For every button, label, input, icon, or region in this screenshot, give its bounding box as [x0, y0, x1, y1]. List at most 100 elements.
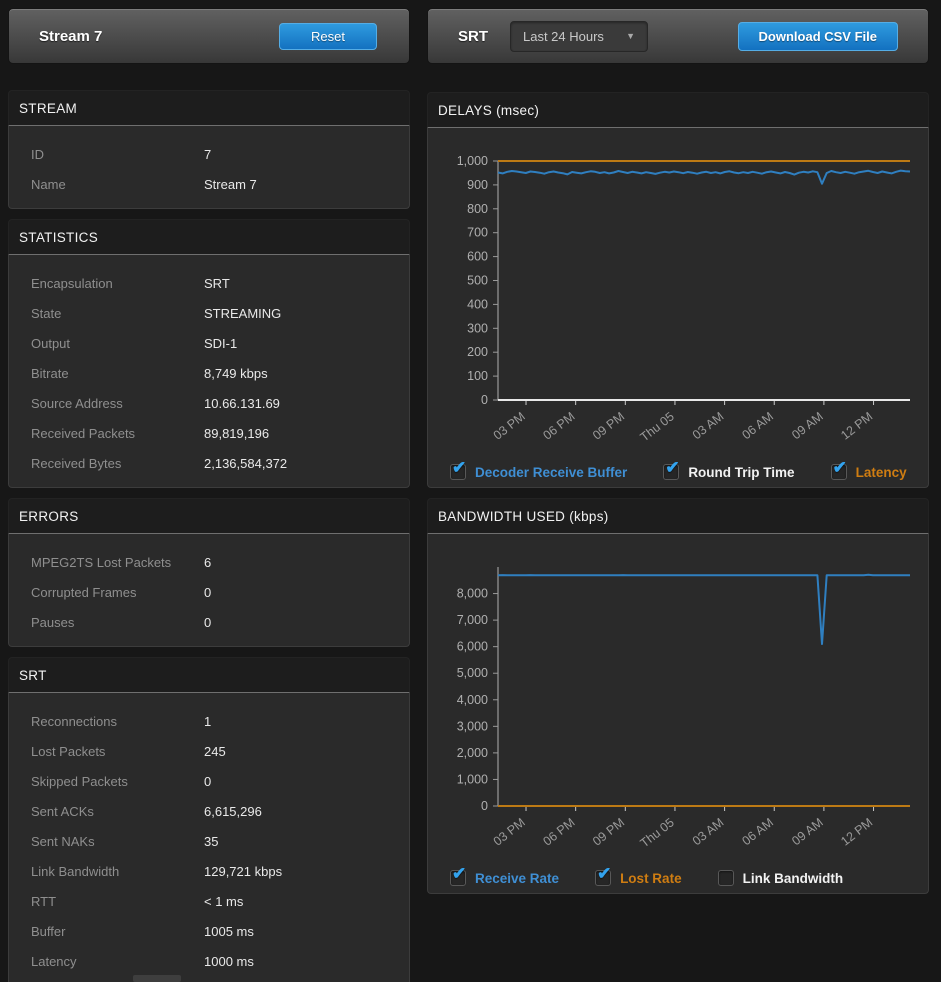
reset-button[interactable]: Reset	[279, 22, 377, 50]
svg-text:12 PM: 12 PM	[838, 409, 875, 442]
stat-row: Latency 1000 ms	[9, 946, 409, 976]
stat-row: MPEG2TS Lost Packets 6	[9, 547, 409, 577]
delays-legend: ✔ Decoder Receive Buffer ✔ Round Trip Time ✔…	[434, 458, 922, 485]
stat-label: Encapsulation	[31, 275, 113, 291]
lost-rate-checkbox[interactable]: ✔	[595, 864, 611, 886]
stat-label: Received Bytes	[31, 455, 122, 471]
download-csv-button[interactable]: Download CSV File	[737, 21, 898, 51]
stat-row: RTT < 1 ms	[9, 886, 409, 916]
svg-text:6,000: 6,000	[457, 640, 488, 654]
stat-value: 6,615,296	[204, 803, 262, 819]
svg-text:Thu 05: Thu 05	[638, 409, 677, 444]
stat-value: STREAMING	[204, 305, 282, 321]
stat-label: State	[31, 305, 62, 321]
delays-chart-title: DELAYS (msec)	[427, 92, 929, 128]
svg-text:03 AM: 03 AM	[690, 409, 727, 442]
section-title-statistics: STATISTICS	[8, 219, 410, 255]
bandwidth-chart-title: BANDWIDTH USED (kbps)	[427, 498, 929, 534]
stat-label: Source Address	[31, 395, 123, 411]
delays-chart: 0 100 200 300 400 500 600 700 800 900 1,000 03 PM 06…	[457, 154, 911, 444]
svg-text:1,000: 1,000	[457, 772, 488, 786]
bandwidth-chart: 0 1,000 2,000 3,000 4,000 5,000 6,000 7,000 8,00…	[457, 567, 910, 850]
stat-row: Sent ACKs 6,615,296	[9, 796, 409, 826]
svg-text:2,000: 2,000	[457, 746, 488, 760]
stat-row: Output SDI-1	[9, 328, 409, 358]
receive-rate-checkbox[interactable]: ✔	[450, 864, 466, 886]
stat-label: Sent NAKs	[31, 833, 95, 849]
svg-text:09 AM: 09 AM	[789, 409, 826, 442]
svg-text:700: 700	[467, 226, 488, 240]
charts-panel-title: SRT	[458, 27, 488, 45]
stream-panel: Stream 7 Reset STREAM ID 7 Name Stream 7 ST…	[8, 8, 410, 982]
stat-label: RTT	[31, 893, 57, 909]
legend-item-decoder-receive-buffer[interactable]: ✔ Decoder Receive Buffer	[450, 458, 628, 480]
svg-text:03 PM: 03 PM	[491, 815, 528, 848]
stat-value: 2,136,584,372	[204, 455, 288, 471]
round-trip-time-checkbox[interactable]: ✔	[663, 458, 680, 480]
svg-text:400: 400	[467, 297, 488, 311]
stat-label: Reconnections	[31, 713, 117, 729]
section-delays-chart: DELAYS (msec) 0 100 200 300 400 500 600 700 800 9…	[427, 92, 929, 488]
legend-item-latency[interactable]: ✔ Latency	[830, 458, 907, 480]
stat-row: Encapsulation SRT	[9, 268, 409, 298]
stat-label: Sent ACKs	[31, 803, 94, 819]
stream-panel-header: Stream 7 Reset	[8, 8, 410, 64]
svg-text:100: 100	[467, 369, 488, 383]
svg-text:06 AM: 06 AM	[740, 815, 777, 848]
section-errors: ERRORS MPEG2TS Lost Packets 6 Corrupted Fr…	[8, 498, 410, 647]
stat-row: Reconnections 1	[9, 706, 409, 736]
svg-text:09 AM: 09 AM	[789, 815, 826, 848]
section-stream: STREAM ID 7 Name Stream 7	[8, 90, 410, 209]
svg-text:06 PM: 06 PM	[540, 815, 577, 848]
decoder-receive-buffer-checkbox[interactable]: ✔	[450, 458, 466, 480]
delays-chart-card: 0 100 200 300 400 500 600 700 800 900 1,000 03 PM 06…	[427, 128, 929, 488]
check-icon: ✔	[597, 864, 612, 883]
stat-row: Received Bytes 2,136,584,372	[9, 448, 409, 478]
svg-text:300: 300	[467, 321, 488, 335]
svg-text:7,000: 7,000	[457, 613, 488, 627]
stat-row: Received Packets 89,819,196	[9, 418, 409, 448]
check-icon: ✔	[832, 458, 847, 477]
time-range-select[interactable]: Last 24 Hours ▼	[510, 20, 648, 52]
svg-text:03 AM: 03 AM	[690, 815, 727, 848]
stat-row: Pauses 0	[9, 607, 409, 637]
legend-item-link-bandwidth[interactable]: Link Bandwidth	[717, 870, 844, 886]
svg-text:09 PM: 09 PM	[590, 409, 627, 442]
svg-text:Thu 05: Thu 05	[638, 815, 677, 850]
time-range-value: Last 24 Hours	[523, 28, 604, 44]
legend-label: Decoder Receive Buffer	[475, 464, 628, 480]
legend-item-receive-rate[interactable]: ✔ Receive Rate	[450, 864, 560, 886]
svg-text:06 PM: 06 PM	[540, 409, 577, 442]
legend-label: Latency	[855, 464, 907, 480]
stat-value: 10.66.131.69	[204, 395, 280, 411]
legend-item-round-trip-time[interactable]: ✔ Round Trip Time	[663, 458, 795, 480]
stat-value: 35	[204, 833, 219, 849]
svg-text:3,000: 3,000	[457, 719, 488, 733]
stat-row: Name Stream 7	[9, 169, 409, 199]
svg-text:09 PM: 09 PM	[590, 815, 627, 848]
statistics-card: Encapsulation SRT State STREAMING Output SDI-…	[8, 255, 410, 488]
svg-text:8,000: 8,000	[457, 587, 488, 601]
section-title-srt: SRT	[8, 657, 410, 693]
svg-text:0: 0	[481, 799, 488, 813]
stat-value: 1	[204, 713, 212, 729]
svg-text:12 PM: 12 PM	[838, 815, 875, 848]
legend-item-lost-rate[interactable]: ✔ Lost Rate	[595, 864, 682, 886]
srt-card: Reconnections 1 Lost Packets 245 Skipped Pac…	[8, 693, 410, 982]
svg-text:600: 600	[467, 250, 488, 264]
link-bandwidth-checkbox[interactable]	[717, 870, 734, 886]
stat-row: Sent NAKs 35	[9, 826, 409, 856]
section-bandwidth-chart: BANDWIDTH USED (kbps) 0 1,000 2,000 3,000 4,…	[427, 498, 929, 894]
stat-row: Buffer 1005 ms	[9, 916, 409, 946]
section-title-errors: ERRORS	[8, 498, 410, 534]
svg-text:200: 200	[467, 345, 488, 359]
charts-panel: SRT Last 24 Hours ▼ Download CSV File DE…	[427, 8, 929, 894]
bandwidth-legend: ✔ Receive Rate ✔ Lost Rate Link Bandwidth	[434, 864, 922, 891]
charts-panel-header: SRT Last 24 Hours ▼ Download CSV File	[427, 8, 929, 64]
legend-label: Receive Rate	[475, 870, 560, 886]
horizontal-scrollbar-thumb[interactable]	[133, 975, 181, 982]
latency-checkbox[interactable]: ✔	[830, 458, 847, 480]
stat-value: 0	[204, 584, 212, 600]
legend-label: Link Bandwidth	[742, 870, 844, 886]
